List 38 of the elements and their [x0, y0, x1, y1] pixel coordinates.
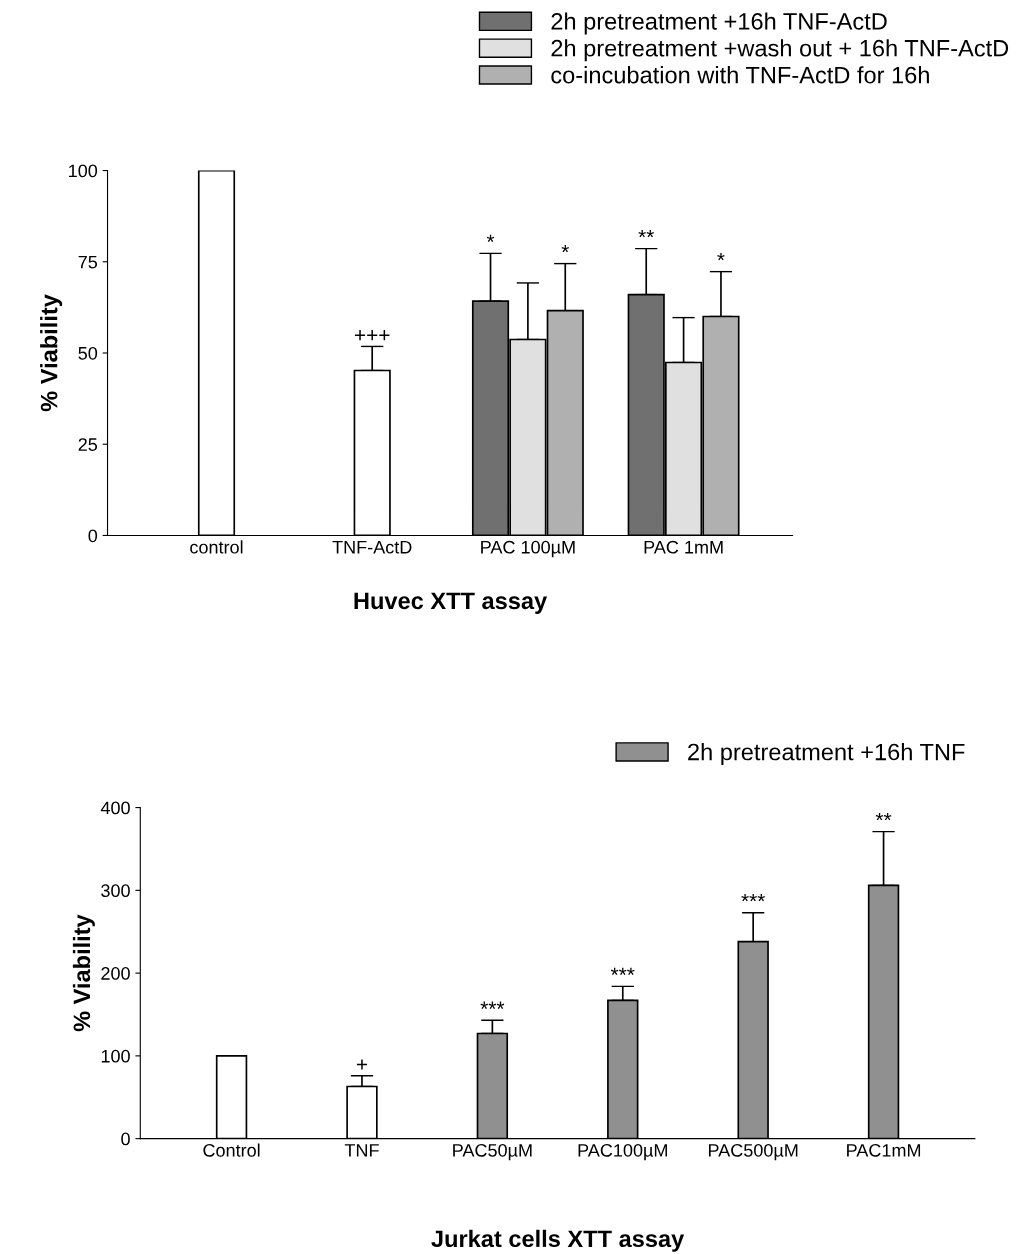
y-tick-label: 0: [88, 529, 98, 543]
data-label: **: [875, 812, 892, 821]
data-label: *: [486, 234, 495, 243]
data-label: +++: [354, 330, 390, 341]
y-tick-label: 0: [121, 1132, 130, 1146]
legend-label: 2h pretreatment +wash out + 16h TNF-ActD: [551, 39, 1009, 62]
y-axis-title: % Viability: [72, 914, 95, 1032]
y-tick-label: 100: [69, 164, 98, 178]
data-label: *: [561, 244, 569, 253]
data-label: +: [356, 1059, 368, 1070]
x-tick-label: Control: [203, 1143, 260, 1157]
x-tick-label: control: [190, 540, 243, 554]
x-tick-label: PAC 100µM: [481, 540, 575, 558]
y-tick-label: 50: [78, 346, 98, 360]
data-label: ***: [610, 967, 635, 976]
legend-label: 2h pretreatment +16h TNF-ActD: [551, 12, 887, 35]
x-tick-label: PAC500µM: [708, 1143, 798, 1161]
legend-label: 2h pretreatment +16h TNF: [688, 743, 965, 766]
x-tick-label: PAC100µM: [578, 1143, 667, 1161]
y-tick-label: 400: [100, 801, 130, 815]
y-tick-label: 200: [101, 967, 130, 980]
x-tick-label: TNF-ActD: [332, 540, 412, 554]
x-tick-label: PAC 1mM: [644, 540, 723, 554]
data-label: *: [717, 252, 725, 261]
y-tick-label: 25: [78, 438, 98, 451]
x-axis-title: Huvec XTT assay: [354, 592, 548, 614]
data-label: ***: [480, 1001, 505, 1009]
x-tick-label: PAC50µM: [453, 1143, 532, 1161]
x-axis-title: Jurkat cells XTT assay: [431, 1229, 685, 1252]
x-tick-label: PAC1mM: [847, 1143, 921, 1157]
data-label: **: [638, 229, 655, 238]
y-tick-label: 75: [78, 255, 98, 269]
y-axis-title: % Viability: [40, 294, 63, 412]
y-tick-label: 100: [101, 1049, 130, 1063]
y-tick-label: 300: [101, 884, 130, 898]
legend-label: co-incubation with TNF-ActD for 16h: [551, 66, 929, 84]
x-tick-label: TNF: [344, 1144, 379, 1157]
data-label: ***: [741, 894, 765, 902]
